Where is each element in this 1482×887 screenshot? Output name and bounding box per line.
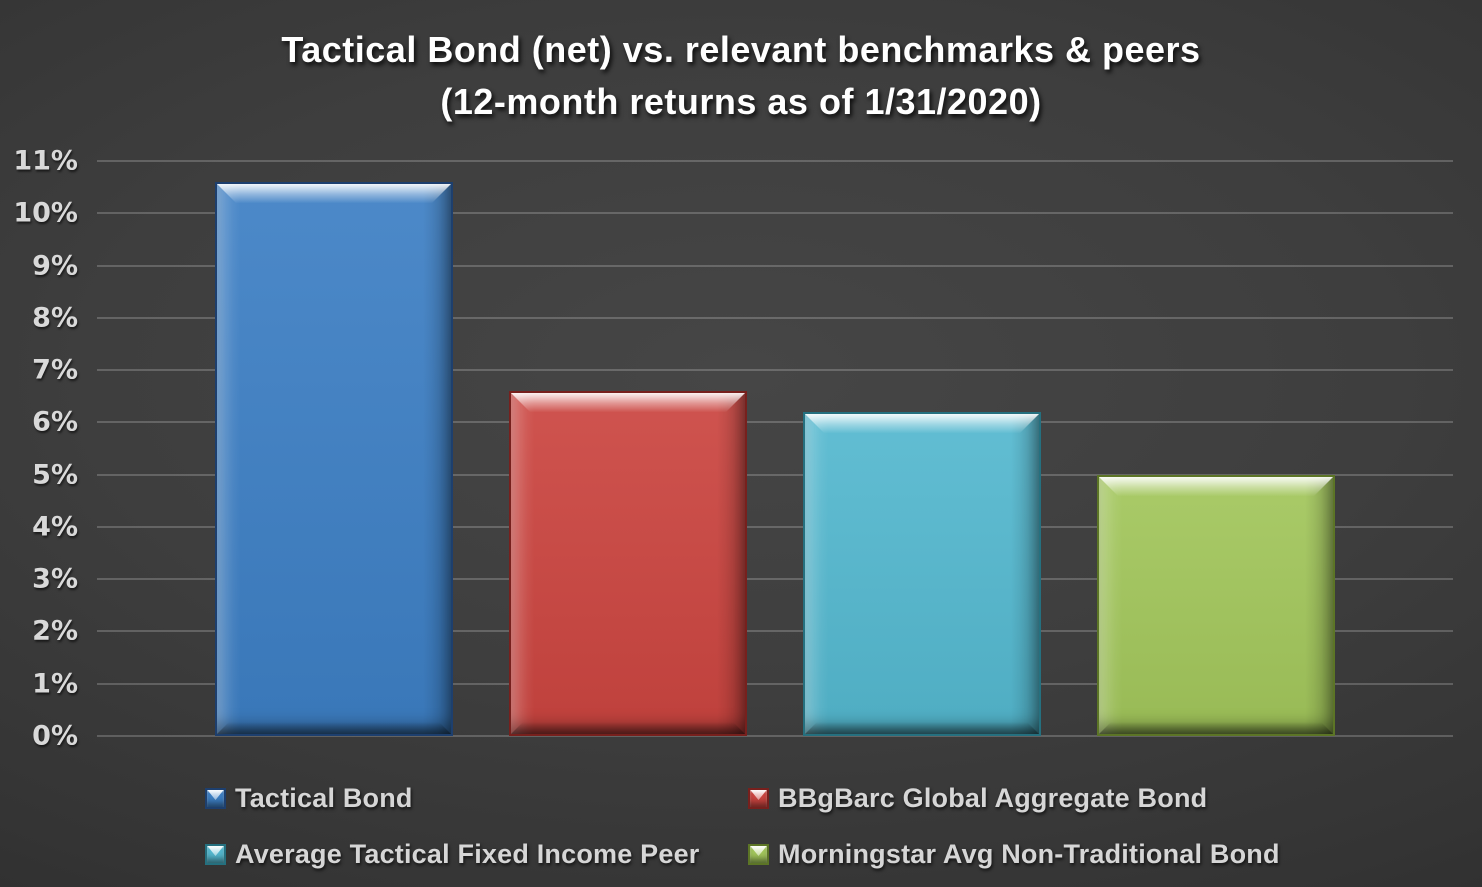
bar-morningstar-avg-non-traditional-bond <box>1097 475 1335 736</box>
gridline-11pct <box>97 160 1453 162</box>
legend-marker-icon <box>205 843 226 865</box>
gridline-2pct <box>97 630 1453 633</box>
y-tick-label-4pct: 4% <box>32 511 78 543</box>
gridline-3pct <box>97 578 1453 581</box>
y-tick-label-2pct: 2% <box>32 615 78 647</box>
chart-title: Tactical Bond (net) vs. relevant benchma… <box>281 29 1201 70</box>
legend-label: Average Tactical Fixed Income Peer <box>235 838 700 869</box>
y-tick-label-3pct: 3% <box>32 563 78 595</box>
gridline-8pct <box>97 316 1453 319</box>
legend-marker-icon <box>748 843 769 865</box>
bar-tactical-bond <box>215 182 453 736</box>
y-tick-label-7pct: 7% <box>32 354 78 386</box>
gridline-1pct <box>97 682 1453 685</box>
gridline-9pct <box>97 264 1453 267</box>
gridline-6pct <box>97 421 1453 424</box>
y-tick-label-8pct: 8% <box>32 302 78 334</box>
y-tick-label-9pct: 9% <box>32 250 78 282</box>
bar-bbgbarc-global-aggregate-bond <box>509 391 747 736</box>
gridline-5pct <box>97 473 1453 476</box>
legend-item-average-tactical-fixed-income-peer: Average Tactical Fixed Income Peer <box>205 839 700 869</box>
legend-label: Morningstar Avg Non-Traditional Bond <box>778 838 1280 869</box>
legend-label: BBgBarc Global Aggregate Bond <box>778 782 1208 813</box>
gridline-7pct <box>97 369 1453 372</box>
y-tick-label-10pct: 10% <box>13 197 78 229</box>
y-tick-label-1pct: 1% <box>32 668 78 700</box>
legend-item-tactical-bond: Tactical Bond <box>205 783 413 813</box>
legend-item-morningstar-avg-non-traditional-bond: Morningstar Avg Non-Traditional Bond <box>748 839 1280 869</box>
plot-area <box>97 160 1453 737</box>
gridline-10pct <box>97 212 1453 215</box>
legend-marker-icon <box>205 787 226 809</box>
legend-marker-icon <box>748 787 769 809</box>
y-axis-labels: 0% 1% 2% 3% 4% 5% 6% 7% 8% 9% 10% 11% <box>0 146 80 752</box>
gridline-0pct <box>97 735 1453 737</box>
bar-average-tactical-fixed-income-peer <box>803 412 1041 736</box>
legend-item-bbgbarc-global-aggregate-bond: BBgBarc Global Aggregate Bond <box>748 783 1207 813</box>
y-tick-label-0pct: 0% <box>32 720 78 752</box>
legend-label: Tactical Bond <box>235 782 413 813</box>
y-tick-label-5pct: 5% <box>32 459 78 491</box>
gridline-4pct <box>97 525 1453 528</box>
chart-subtitle: (12-month returns as of 1/31/2020) <box>440 81 1042 122</box>
chart-title-block: Tactical Bond (net) vs. relevant benchma… <box>0 24 1482 128</box>
y-tick-label-11pct: 11% <box>13 145 78 177</box>
y-tick-label-6pct: 6% <box>32 406 78 438</box>
